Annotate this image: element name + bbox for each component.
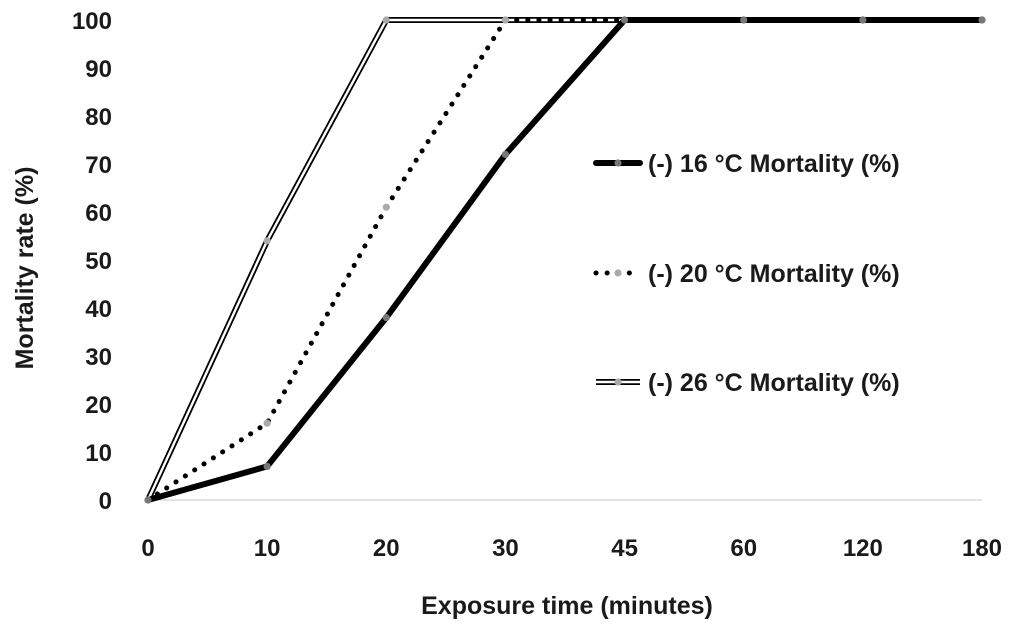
y-tick-label: 50 <box>85 248 112 275</box>
data-point <box>263 462 271 470</box>
data-point <box>620 16 629 24</box>
x-axis-title: Exposure time (minutes) <box>421 592 713 620</box>
data-point <box>501 150 510 158</box>
legend-item: (-) 16 °C Mortality (%) <box>593 150 900 178</box>
legend-label: (-) 16 °C Mortality (%) <box>648 150 900 178</box>
x-tick-label: 180 <box>962 535 1002 562</box>
data-point <box>382 314 390 322</box>
legend-label: (-) 26 °C Mortality (%) <box>648 369 900 397</box>
x-tick-label: 0 <box>141 535 154 562</box>
series-0 <box>144 16 986 504</box>
y-tick-labels: 0 10 20 30 40 50 60 70 80 90 100 <box>72 8 112 515</box>
x-tick-labels: 0 10 20 30 45 60 120 180 <box>141 535 1002 562</box>
series-line <box>145 17 985 503</box>
y-tick-label: 70 <box>85 152 112 179</box>
legend-marker <box>614 269 622 277</box>
data-point <box>382 16 390 24</box>
x-tick-label: 30 <box>492 535 519 562</box>
legend-marker <box>614 159 622 167</box>
y-tick-label: 20 <box>85 392 112 419</box>
y-tick-label: 10 <box>85 440 112 467</box>
legend-marker <box>614 378 622 386</box>
y-axis-title: Mortality rate (%) <box>11 167 39 370</box>
legend-label: (-) 20 °C Mortality (%) <box>648 260 900 288</box>
x-tick-label: 20 <box>373 535 400 562</box>
data-point <box>978 16 986 24</box>
data-point <box>263 237 271 245</box>
series-lines <box>144 16 986 504</box>
y-tick-label: 30 <box>85 344 112 371</box>
data-point <box>382 203 390 211</box>
legend-item: (-) 20 °C Mortality (%) <box>593 260 900 288</box>
legend-item: (-) 26 °C Mortality (%) <box>596 369 900 397</box>
y-tick-label: 90 <box>85 56 112 83</box>
y-tick-label: 40 <box>85 296 112 323</box>
x-tick-label: 45 <box>611 535 638 562</box>
data-point <box>263 419 271 427</box>
y-tick-label: 100 <box>72 8 112 35</box>
data-point <box>859 16 867 24</box>
y-tick-label: 0 <box>99 488 112 515</box>
data-point <box>501 16 510 24</box>
data-point <box>144 496 152 504</box>
y-tick-label: 60 <box>85 200 112 227</box>
y-tick-label: 80 <box>85 104 112 131</box>
legend: (-) 16 °C Mortality (%) (-) 20 °C Mortali… <box>593 150 900 397</box>
x-tick-label: 60 <box>730 535 757 562</box>
x-tick-label: 120 <box>843 535 883 562</box>
x-tick-label: 10 <box>254 535 281 562</box>
data-point <box>740 16 748 24</box>
